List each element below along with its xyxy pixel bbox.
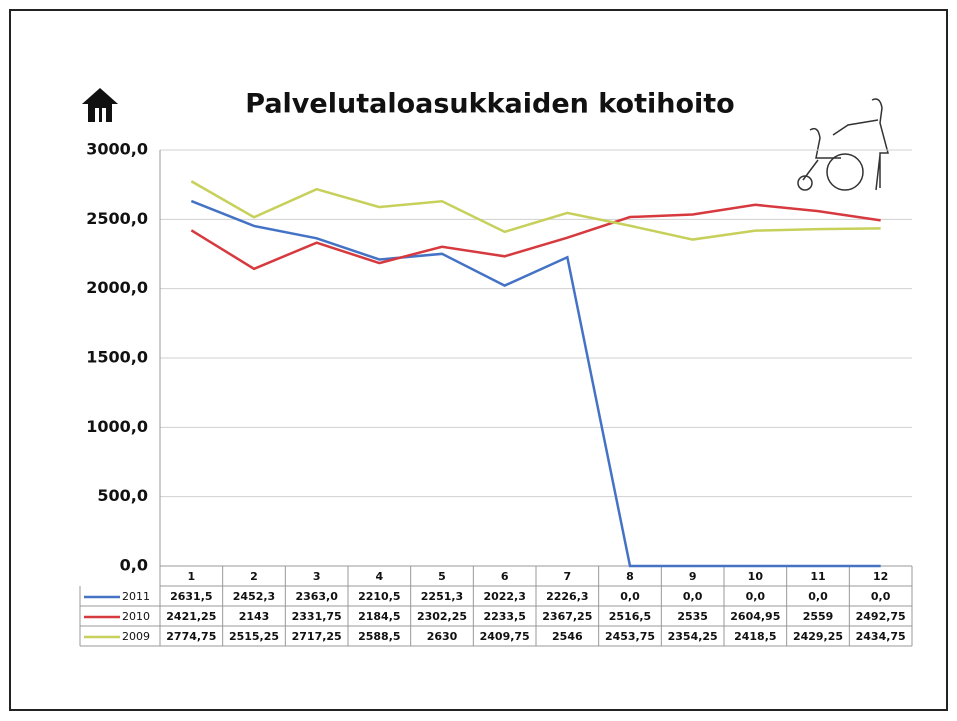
x-tick-label: 6: [501, 570, 509, 583]
wheelchair-icon: [797, 98, 889, 191]
data-label: 2302,25: [417, 610, 467, 623]
data-label: 2717,25: [292, 630, 342, 643]
y-tick-label: 1000,0: [86, 417, 148, 436]
data-label: 2516,5: [609, 610, 651, 623]
y-tick-label: 0,0: [120, 556, 148, 575]
data-label: 2226,3: [546, 590, 588, 603]
x-tick-label: 11: [810, 570, 825, 583]
x-tick-label: 5: [438, 570, 446, 583]
data-label: 2631,5: [170, 590, 212, 603]
data-label: 2429,25: [793, 630, 843, 643]
data-label: 2492,75: [856, 610, 906, 623]
x-tick-label: 8: [626, 570, 634, 583]
data-label: 2452,3: [233, 590, 275, 603]
chart-title: Palvelutaloasukkaiden kotihoito: [245, 89, 734, 120]
frame: [9, 9, 948, 711]
y-tick-label: 2000,0: [86, 278, 148, 297]
series-line: [190, 199, 881, 568]
x-tick-label: 7: [564, 570, 572, 583]
data-label: 2210,5: [358, 590, 400, 603]
data-label: 2421,25: [166, 610, 216, 623]
data-label: 2143: [239, 610, 270, 623]
data-label: 2184,5: [358, 610, 400, 623]
data-label: 0,0: [683, 590, 703, 603]
data-label: 2630: [427, 630, 458, 643]
house-icon: [82, 88, 118, 122]
data-label: 2453,75: [605, 630, 655, 643]
legend-label: 2010: [122, 610, 150, 623]
y-tick-label: 3000,0: [86, 140, 148, 159]
x-tick-label: 9: [689, 570, 697, 583]
data-label: 0,0: [871, 590, 891, 603]
x-tick-label: 2: [250, 570, 258, 583]
data-label: 2535: [677, 610, 708, 623]
data-label: 2233,5: [483, 610, 525, 623]
y-tick-label: 1500,0: [86, 348, 148, 367]
data-label: 2418,5: [734, 630, 776, 643]
data-label: 0,0: [746, 590, 766, 603]
data-label: 0,0: [808, 590, 828, 603]
data-label: 2434,75: [856, 630, 906, 643]
y-tick-label: 500,0: [97, 486, 148, 505]
x-tick-label: 12: [873, 570, 888, 583]
legend-label: 2009: [122, 630, 150, 643]
data-label: 2022,3: [483, 590, 525, 603]
series-line: [190, 203, 881, 271]
data-label: 0,0: [620, 590, 640, 603]
x-tick-label: 4: [376, 570, 384, 583]
x-tick-label: 1: [188, 570, 196, 583]
data-label: 2604,95: [730, 610, 780, 623]
data-label: 2354,25: [668, 630, 718, 643]
data-label: 2367,25: [542, 610, 592, 623]
legend-label: 2011: [122, 590, 150, 603]
y-tick-label: 2500,0: [86, 209, 148, 228]
data-label: 2774,75: [166, 630, 216, 643]
data-label: 2409,75: [480, 630, 530, 643]
series-line: [190, 180, 881, 241]
data-label: 2588,5: [358, 630, 400, 643]
data-label: 2559: [803, 610, 834, 623]
x-tick-label: 3: [313, 570, 321, 583]
x-tick-label: 10: [748, 570, 764, 583]
data-label: 2546: [552, 630, 583, 643]
data-label: 2363,0: [295, 590, 338, 603]
data-label: 2251,3: [421, 590, 463, 603]
data-label: 2515,25: [229, 630, 279, 643]
data-label: 2331,75: [292, 610, 342, 623]
